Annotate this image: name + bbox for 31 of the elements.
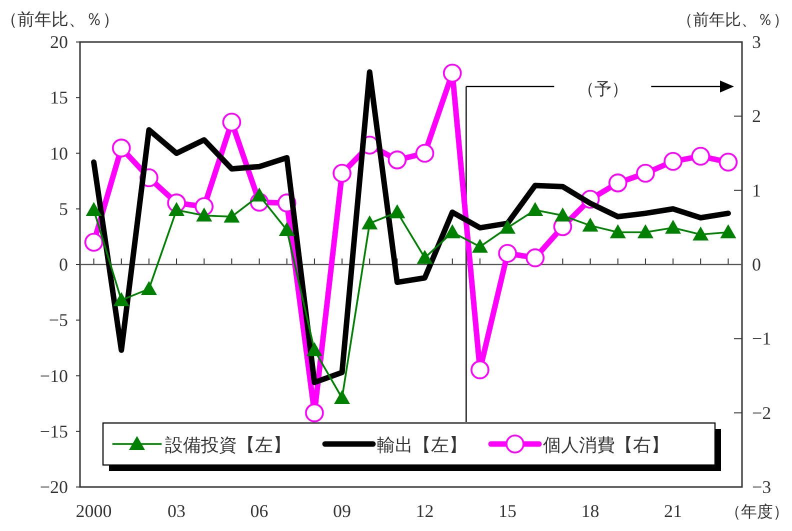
y-tick-label: −10 bbox=[40, 366, 68, 386]
legend-label: 個人消費【右】 bbox=[543, 435, 669, 455]
y-tick-label: 20 bbox=[50, 32, 68, 52]
x-tick-label: 18 bbox=[581, 501, 600, 521]
y-tick-label: 5 bbox=[59, 198, 68, 219]
y-tick-label: 10 bbox=[50, 143, 68, 164]
x-tick-label: 2000 bbox=[76, 501, 112, 521]
x-tick-label: 15 bbox=[498, 501, 517, 521]
y-axis-title: （前年比、％） bbox=[0, 10, 120, 29]
y2-axis-title: （前年比、％） bbox=[677, 11, 789, 29]
y-tick-label: −15 bbox=[40, 421, 68, 442]
y-tick-label: −20 bbox=[40, 477, 68, 497]
x-tick-label: 12 bbox=[416, 501, 434, 521]
y-tick-label: 15 bbox=[50, 88, 68, 108]
x-tick-label: 06 bbox=[250, 501, 268, 521]
x-axis-title: （年度） bbox=[725, 503, 789, 521]
x-tick-label: 03 bbox=[168, 501, 186, 521]
y-tick-label: −5 bbox=[48, 310, 68, 330]
y2-tick-label: −3 bbox=[752, 477, 772, 497]
y-tick-label: 0 bbox=[59, 254, 68, 274]
y2-tick-label: 1 bbox=[752, 180, 761, 200]
annotation: （予） bbox=[578, 80, 629, 98]
legend-label: 設備投資【左】 bbox=[165, 435, 291, 455]
legend-label: 輸出【左】 bbox=[377, 435, 467, 455]
y2-tick-label: 0 bbox=[752, 254, 761, 274]
y2-tick-label: −1 bbox=[752, 328, 772, 349]
x-tick-label: 21 bbox=[664, 501, 682, 521]
y2-tick-label: 2 bbox=[752, 106, 761, 126]
x-tick-label: 09 bbox=[333, 501, 352, 521]
y2-tick-label: 3 bbox=[752, 32, 761, 52]
y2-tick-label: −2 bbox=[752, 402, 772, 423]
